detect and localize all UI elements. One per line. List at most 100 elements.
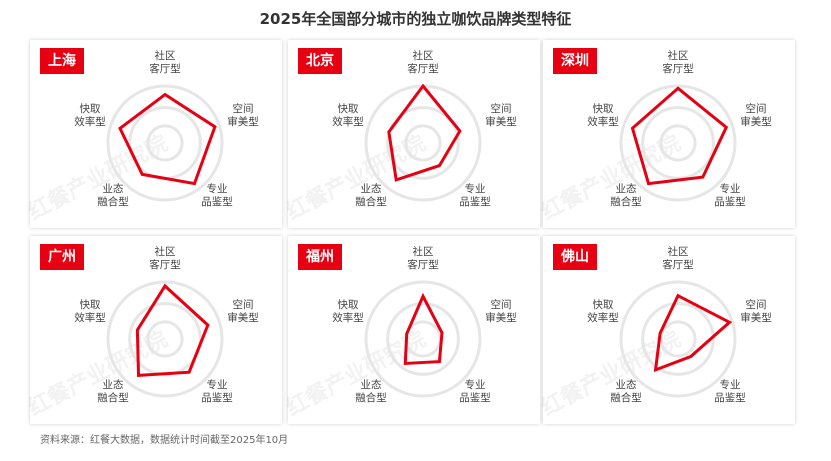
axis-label-line: 审美型 [485,116,517,128]
axis-label-line: 客厅型 [662,63,694,75]
radar-series-北京 [387,83,462,182]
axis-label-line: 效率型 [74,312,106,324]
axis-label: 业态 融合型 [83,183,143,209]
axis-label-line: 快取 [79,299,101,311]
axis-label-line: 融合型 [355,392,387,404]
axis-label: 社区 客厅型 [135,246,195,272]
axis-label-line: 审美型 [740,312,772,324]
axis-label: 业态 融合型 [83,379,143,405]
axis-label: 快取 效率型 [318,299,378,325]
axis-label-line: 空间 [490,299,512,311]
grid-ring [619,280,737,398]
radar-chart [364,280,482,398]
axis-label-line: 专业 [206,183,228,195]
axis-label-line: 业态 [102,379,124,391]
grid-ring [619,84,737,202]
city-badge: 佛山 [553,244,597,270]
city-badge: 深圳 [553,48,597,74]
axis-label-line: 快取 [592,103,614,115]
axis-label-line: 品鉴型 [714,196,746,208]
page-title: 2025年全国部分城市的独立咖饮品牌类型特征 [259,10,572,28]
radar-series-福州 [403,292,444,366]
axis-label-line: 快取 [337,299,359,311]
axis-label-line: 融合型 [97,196,129,208]
axis-label: 业态 融合型 [596,183,656,209]
axis-label-line: 专业 [719,379,741,391]
axis-label-line: 效率型 [587,116,619,128]
axis-label: 空间 审美型 [726,299,786,325]
grid-ring [659,124,697,162]
axis-label-line: 融合型 [355,196,387,208]
radar-card-2: 红餐产业研究院 深圳 社区 客厅型 空间 审美型 专业 品鉴型 业态 融合型 快取 效率型 [537,40,795,228]
radar-series-佛山 [653,293,733,373]
axis-label-line: 客厅型 [662,259,694,271]
axis-label: 快取 效率型 [60,103,120,129]
radar-card-4: 红餐产业研究院 福州 社区 客厅型 空间 审美型 专业 品鉴型 业态 融合型 快取 效率型 [282,236,540,424]
axis-label-line: 社区 [154,246,176,258]
axis-label-line: 审美型 [740,116,772,128]
axis-label: 业态 融合型 [341,183,401,209]
axis-label: 专业 品鉴型 [700,183,760,209]
axis-label-line: 业态 [360,183,382,195]
axis-label-line: 社区 [154,50,176,62]
axis-label-line: 审美型 [485,312,517,324]
grid-ring [128,302,202,376]
axis-label-line: 业态 [615,379,637,391]
axis-label-line: 快取 [337,103,359,115]
axis-label-line: 品鉴型 [459,196,491,208]
axis-label-line: 品鉴型 [459,392,491,404]
radar-card-0: 红餐产业研究院 上海 社区 客厅型 空间 审美型 专业 品鉴型 业态 融合型 快取 效率型 [24,40,282,228]
axis-label: 业态 融合型 [596,379,656,405]
axis-label-line: 品鉴型 [201,392,233,404]
axis-label-line: 空间 [490,103,512,115]
axis-label-line: 快取 [592,299,614,311]
radar-card-3: 红餐产业研究院 广州 社区 客厅型 空间 审美型 专业 品鉴型 业态 融合型 快取 效率型 [24,236,282,424]
axis-label: 空间 审美型 [213,299,273,325]
axis-label-line: 业态 [360,379,382,391]
axis-label: 空间 审美型 [213,103,273,129]
axis-label-line: 审美型 [227,312,259,324]
grid-ring [106,280,224,398]
axis-label: 空间 审美型 [726,103,786,129]
axis-label-line: 空间 [232,103,254,115]
grid-ring [641,302,715,376]
radar-chart [364,83,482,202]
city-badge: 上海 [40,48,84,74]
grid-ring [386,302,460,376]
axis-label-line: 社区 [667,50,689,62]
axis-label: 快取 效率型 [60,299,120,325]
axis-label-line: 效率型 [74,116,106,128]
axis-label-line: 专业 [464,183,486,195]
axis-label-line: 品鉴型 [714,392,746,404]
grid-ring [404,124,442,162]
axis-label-line: 快取 [79,103,101,115]
grid-ring [106,84,224,202]
radar-chart [106,280,224,398]
axis-label-line: 效率型 [332,116,364,128]
axis-label: 社区 客厅型 [393,50,453,76]
axis-label-line: 空间 [745,103,767,115]
radar-series-深圳 [630,86,729,186]
axis-label: 专业 品鉴型 [700,379,760,405]
axis-label: 快取 效率型 [573,299,633,325]
grid-ring [146,320,184,358]
axis-label: 快取 效率型 [318,103,378,129]
axis-label: 空间 审美型 [471,299,531,325]
axis-label: 专业 品鉴型 [187,379,247,405]
axis-label-line: 融合型 [97,392,129,404]
axis-label-line: 融合型 [610,196,642,208]
radar-series-广州 [135,283,210,378]
radar-chart [106,84,224,202]
grid-ring [641,106,715,180]
axis-label: 社区 客厅型 [393,246,453,272]
axis-label-line: 业态 [615,183,637,195]
axis-label-line: 效率型 [587,312,619,324]
axis-label: 快取 效率型 [573,103,633,129]
axis-label-line: 客厅型 [407,259,439,271]
radar-card-1: 红餐产业研究院 北京 社区 客厅型 空间 审美型 专业 品鉴型 业态 融合型 快取 效率型 [282,40,540,228]
axis-label: 专业 品鉴型 [445,183,505,209]
axis-label: 社区 客厅型 [648,246,708,272]
axis-label-line: 社区 [667,246,689,258]
axis-label-line: 客厅型 [407,63,439,75]
radar-chart [619,84,737,202]
